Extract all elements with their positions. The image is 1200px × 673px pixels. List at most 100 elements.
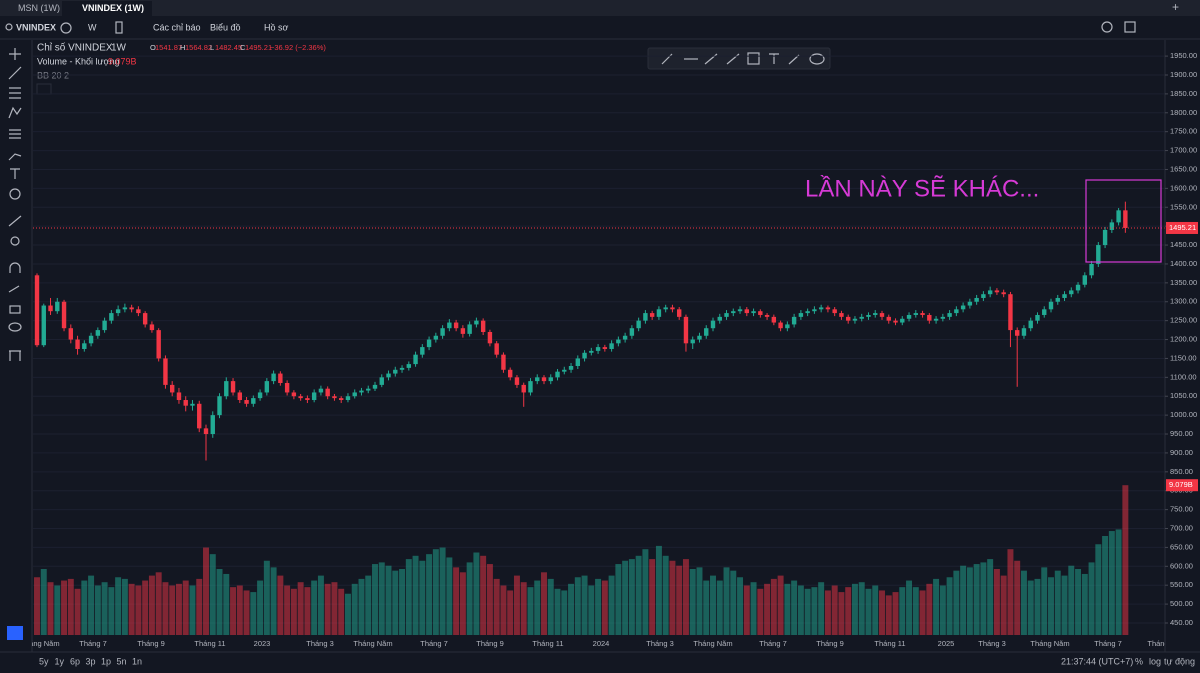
annotation: LẦN NÀY SẼ KHÁC... xyxy=(805,174,1039,202)
fullscreen-icon[interactable] xyxy=(1124,21,1136,33)
candle-body xyxy=(886,316,891,321)
candle-body xyxy=(582,352,587,359)
candle-body xyxy=(75,339,80,349)
volume-bar xyxy=(169,585,176,635)
volume-bar xyxy=(804,588,811,635)
settings-icon[interactable] xyxy=(1101,21,1113,33)
volume-bar xyxy=(365,575,372,635)
new-tab[interactable]: + xyxy=(1172,0,1179,14)
tool-icons[interactable] xyxy=(8,48,22,361)
range-button[interactable]: 3p xyxy=(86,656,96,666)
volume-bar xyxy=(696,567,703,635)
floating-toolbar xyxy=(647,47,831,70)
tab[interactable]: MSN (1W) xyxy=(18,3,60,13)
volume-bar xyxy=(662,555,669,635)
range-button[interactable]: 1y xyxy=(55,656,65,666)
volume-bar xyxy=(344,593,351,635)
search-icon[interactable] xyxy=(5,23,13,31)
symbol[interactable]: VNINDEX xyxy=(16,22,56,32)
volume-bar xyxy=(757,588,764,635)
candle-body xyxy=(987,290,993,295)
volume-bar xyxy=(1081,573,1088,635)
volume-bar xyxy=(1041,567,1048,635)
volume-bar xyxy=(993,569,1000,635)
range-button[interactable]: 6p xyxy=(70,656,80,666)
volume-bar xyxy=(669,560,676,635)
volume-bar xyxy=(764,583,771,635)
volume-bar xyxy=(777,575,784,635)
volume-bar xyxy=(527,587,534,635)
favorites[interactable] xyxy=(7,626,23,640)
candle-body xyxy=(791,316,797,325)
volume-bar xyxy=(182,580,189,635)
candle-body xyxy=(318,388,324,393)
candle-body xyxy=(636,320,641,329)
range-button[interactable]: 1n xyxy=(132,656,142,666)
y-tick-label: 1100.00 xyxy=(1170,372,1197,381)
volume-bar xyxy=(845,587,852,635)
volume-bar xyxy=(872,585,879,635)
candle-body xyxy=(406,364,411,368)
toolbar-item[interactable]: Biểu đồ xyxy=(210,22,241,32)
range-button[interactable]: 1p xyxy=(101,656,111,666)
candle-body xyxy=(244,400,249,404)
collapse-button[interactable] xyxy=(36,83,52,95)
volume-bar xyxy=(973,564,980,635)
candle-body xyxy=(352,392,357,397)
candle-body xyxy=(967,301,973,306)
volume-bar xyxy=(811,587,818,635)
volume-bar xyxy=(399,569,406,635)
candle-body xyxy=(487,331,493,344)
volume-bar xyxy=(263,560,270,635)
x-tick-label: Tháng 11 xyxy=(874,639,905,648)
volume-bar xyxy=(710,575,716,635)
volume-bar xyxy=(784,583,791,635)
candle-body xyxy=(1116,210,1121,223)
candle-body xyxy=(494,343,499,355)
candle-icon[interactable] xyxy=(115,21,123,34)
toolbar-item[interactable]: Các chỉ báo xyxy=(153,22,201,32)
ohlc-letter: C xyxy=(240,43,246,52)
interval[interactable]: W xyxy=(88,22,97,32)
scale-option[interactable]: log xyxy=(1149,656,1161,666)
volume-bar xyxy=(304,587,311,635)
candle-body xyxy=(264,381,270,393)
toolbar xyxy=(0,16,1200,39)
volume-bar xyxy=(919,590,926,635)
candle-body xyxy=(440,328,445,336)
candle-body xyxy=(940,316,946,319)
candle-body xyxy=(609,343,614,349)
tab[interactable]: VNINDEX (1W) xyxy=(82,3,144,13)
ohlc-value: 1495.21 xyxy=(245,43,272,52)
toolbar-item[interactable]: Hồ sơ xyxy=(264,22,289,32)
volume-bar xyxy=(331,582,338,635)
candle-body xyxy=(257,392,263,399)
volume-bar xyxy=(372,564,378,635)
candle-body xyxy=(284,383,290,393)
scale-option[interactable]: % xyxy=(1135,656,1143,666)
range-button[interactable]: 5n xyxy=(117,656,127,666)
x-tick-label: Tháng Năm xyxy=(353,639,392,648)
volume-bar xyxy=(770,578,777,635)
volume-bar xyxy=(628,559,635,635)
candle-body xyxy=(920,313,925,315)
candle-body xyxy=(832,309,837,314)
range-button[interactable]: 5y xyxy=(39,656,49,666)
active-tab[interactable] xyxy=(62,1,152,16)
volume-bar xyxy=(135,585,142,635)
compare-icon[interactable] xyxy=(60,22,72,34)
candle-body xyxy=(501,354,506,370)
candle-body xyxy=(203,428,209,435)
candle-body xyxy=(1055,297,1060,302)
scale-option[interactable]: tự động xyxy=(1164,656,1195,666)
candle-body xyxy=(237,392,242,401)
x-tick-label: 2024 xyxy=(593,639,610,648)
ohlc-value: 1564.82 xyxy=(185,43,212,52)
volume-bar xyxy=(128,583,135,635)
candle-body xyxy=(230,381,236,393)
volume-bar xyxy=(338,588,345,635)
candle-body xyxy=(474,320,479,325)
candle-body xyxy=(332,396,337,399)
y-tick-label: 1700.00 xyxy=(1170,146,1197,155)
candle-body xyxy=(900,318,905,323)
